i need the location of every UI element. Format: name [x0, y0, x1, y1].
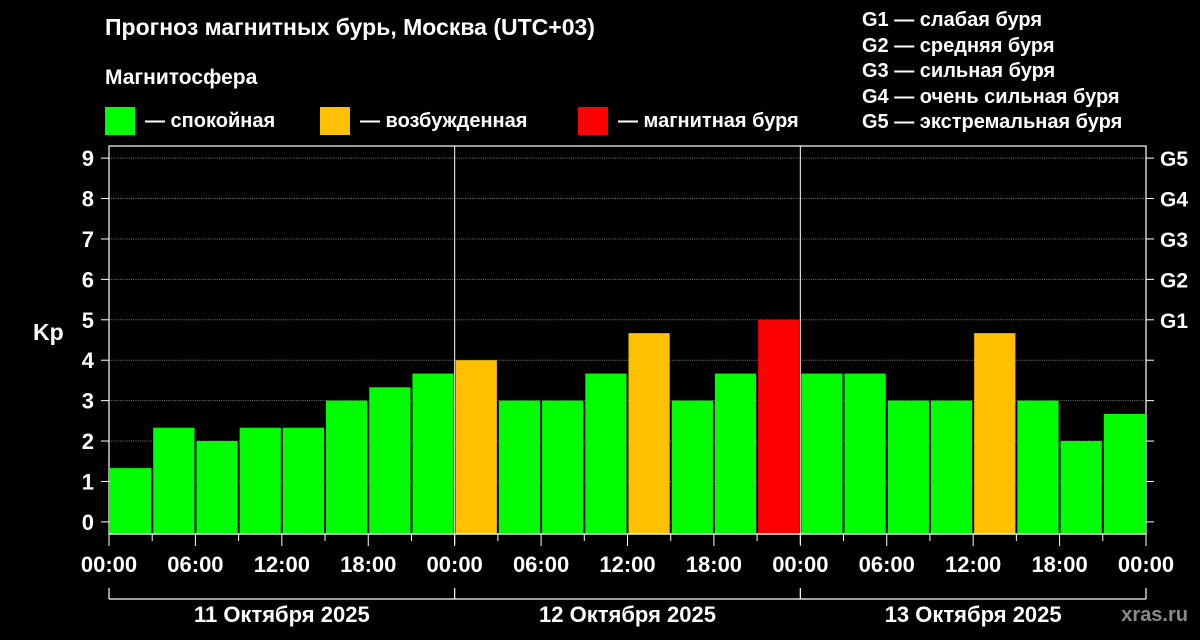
x-tick-label-0: 00:00	[81, 552, 137, 577]
bar-22	[1060, 441, 1102, 534]
bar-9	[498, 400, 541, 534]
legend-label-active: — возбужденная	[360, 109, 528, 132]
x-tick-label-12: 00:00	[1118, 552, 1174, 577]
bar-7	[412, 373, 454, 534]
legend-item-calm: — спокойная	[105, 106, 275, 136]
x-tick-label-5: 06:00	[513, 552, 569, 577]
bar-17	[844, 373, 886, 534]
bar-3	[239, 427, 281, 534]
y-tick-label-4: 4	[82, 348, 95, 373]
legend-heading: Магнитосфера	[105, 66, 258, 89]
bar-11	[585, 373, 627, 534]
g-tick-label-G4: G4	[1160, 189, 1188, 212]
legend-item-active: — возбужденная	[320, 106, 527, 136]
g-tick-label-G2: G2	[1160, 269, 1188, 292]
bar-12	[628, 333, 670, 534]
y-tick-label-3: 3	[82, 389, 94, 414]
g-level-list: G1 — слабая буря G2 — средняя буря G3 — …	[862, 8, 1122, 136]
bar-10	[542, 400, 584, 534]
g-level-g5: G5 — экстремальная буря	[862, 111, 1123, 133]
y-tick-label-9: 9	[82, 146, 94, 171]
g-tick-label-G3: G3	[1160, 229, 1188, 252]
y-axis-label: Kp	[33, 319, 64, 345]
bar-14	[714, 373, 757, 534]
bar-19	[930, 400, 973, 534]
legend-item-storm: — магнитная буря	[578, 106, 799, 136]
bar-6	[369, 387, 411, 534]
y-tick-label-8: 8	[82, 187, 94, 212]
g-tick-label-G5: G5	[1160, 148, 1188, 171]
bar-5	[326, 400, 368, 534]
legend-swatch-calm	[105, 107, 135, 135]
y-tick-label-2: 2	[82, 429, 94, 454]
bar-0	[110, 468, 152, 534]
x-tick-label-6: 12:00	[599, 552, 655, 577]
bar-21	[1017, 400, 1059, 534]
x-tick-label-4: 00:00	[427, 552, 483, 577]
y-tick-label-7: 7	[82, 227, 94, 252]
g-level-g1: G1 — слабая буря	[862, 9, 1043, 31]
bar-4	[282, 427, 325, 534]
bar-2	[196, 441, 238, 534]
g-level-g3: G3 — сильная буря	[862, 60, 1056, 82]
day-label-2: 13 Октября 2025	[885, 602, 1062, 627]
g-level-g4: G4 — очень сильная буря	[862, 85, 1120, 108]
bar-18	[887, 400, 929, 534]
legend-label-storm: — магнитная буря	[618, 109, 799, 132]
chart-title: Прогноз магнитных бурь, Москва (UTC+03)	[105, 14, 595, 40]
day-label-0: 11 Октября 2025	[194, 602, 370, 627]
x-tick-label-1: 06:00	[167, 552, 223, 577]
y-tick-label-5: 5	[82, 308, 94, 333]
bar-15	[758, 319, 800, 534]
legend-swatch-storm	[578, 107, 608, 135]
x-tick-label-9: 06:00	[859, 552, 915, 577]
g-tick-label-G1: G1	[1160, 310, 1188, 333]
legend-label-calm: — спокойная	[145, 109, 276, 132]
legend-swatch-active	[320, 107, 350, 135]
watermark: xras.ru	[1121, 604, 1188, 626]
bar-8	[455, 360, 497, 534]
y-tick-label-1: 1	[82, 469, 94, 494]
bar-20	[974, 333, 1016, 534]
x-tick-label-3: 18:00	[340, 552, 396, 577]
bar-16	[801, 373, 843, 534]
x-tick-label-2: 12:00	[254, 552, 310, 577]
y-tick-label-0: 0	[82, 510, 94, 535]
x-tick-label-10: 12:00	[945, 552, 1001, 577]
x-tick-label-8: 00:00	[772, 552, 828, 577]
bar-23	[1103, 413, 1145, 534]
x-tick-label-11: 18:00	[1031, 552, 1087, 577]
x-tick-label-7: 18:00	[686, 552, 742, 577]
bar-13	[671, 400, 713, 534]
g-level-g2: G2 — средняя буря	[862, 34, 1055, 57]
y-tick-label-6: 6	[82, 267, 94, 292]
day-label-1: 12 Октября 2025	[539, 602, 716, 627]
bar-1	[153, 427, 195, 534]
